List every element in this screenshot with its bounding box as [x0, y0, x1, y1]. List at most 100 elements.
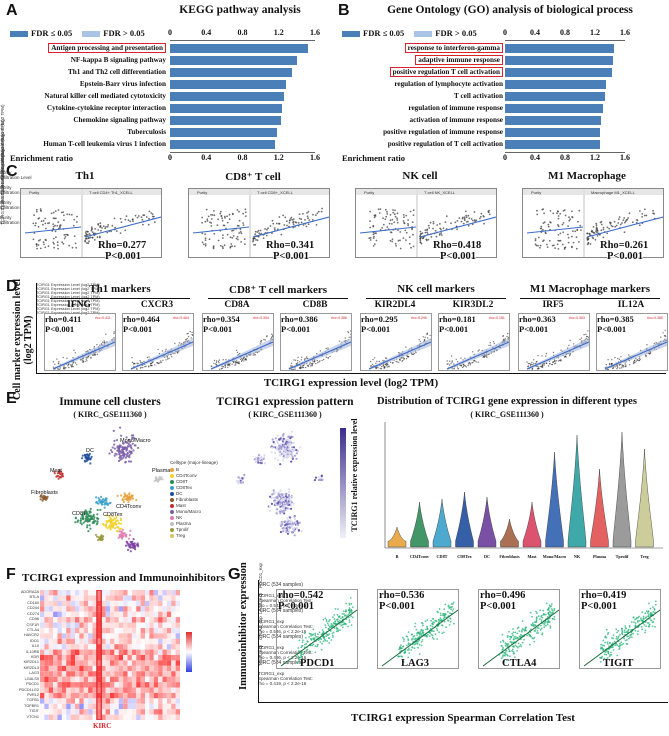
data-point [400, 644, 402, 646]
heatmap-cell [44, 671, 49, 677]
data-point [201, 221, 203, 224]
umap-cell [110, 449, 113, 452]
heatmap-cell [145, 627, 150, 634]
data-point [616, 654, 619, 657]
heatmap-cell [158, 687, 163, 693]
umap-cell [121, 498, 124, 501]
violin-shape [612, 431, 632, 548]
data-point [310, 634, 312, 637]
heatmap-cell [153, 627, 159, 634]
data-point [303, 646, 306, 648]
data-point [421, 622, 424, 625]
data-point [309, 362, 311, 364]
data-point [499, 641, 502, 643]
heatmap-cell [175, 649, 180, 655]
data-point [327, 620, 330, 623]
violin-shape [432, 498, 452, 548]
bar-label: Antigen processing and presentation [48, 42, 166, 54]
umap-cell [153, 479, 156, 483]
celltype-legend: Celltype (major-lineage) B CD4Tconv CD8T CD8… [170, 460, 225, 539]
data-point [201, 232, 204, 235]
heatmap-cell [53, 633, 58, 639]
kegg-xlabel: Enrichment ratio [10, 153, 74, 163]
d-pvalue: P<0.001 [439, 324, 469, 334]
umap-cell [124, 498, 127, 501]
data-point [648, 624, 651, 626]
data-point [386, 226, 389, 228]
tick-label: 0.8 [237, 28, 248, 37]
data-point [100, 343, 103, 345]
heatmap-cell [70, 698, 76, 704]
expr-cell [280, 520, 283, 523]
heatmap-cell [123, 660, 128, 666]
heatmap-cell [40, 627, 45, 634]
expr-cell [297, 523, 300, 526]
heatmap-cell [145, 622, 150, 628]
heatmap-cell [44, 600, 49, 607]
data-point [306, 357, 308, 359]
data-point [426, 231, 429, 234]
data-point [237, 361, 239, 363]
heatmap-cell [123, 655, 128, 661]
heatmap-cell [66, 638, 71, 645]
expr-cell [289, 516, 292, 519]
data-point [350, 624, 353, 626]
umap-cell [113, 454, 116, 457]
data-point [474, 220, 476, 223]
g-xaxis: TCIRG1_exp [258, 671, 285, 676]
data-point [328, 619, 331, 621]
d-pvalue: P<0.001 [361, 324, 391, 334]
data-point [418, 632, 421, 634]
data-point [567, 225, 569, 227]
umap-cell [56, 472, 59, 475]
heatmap-cell [92, 655, 97, 661]
expr-cell [278, 491, 281, 494]
expr-cell [293, 515, 296, 518]
data-point [44, 217, 46, 220]
colorbar-rect [186, 632, 192, 672]
data-point [50, 212, 53, 215]
expr-cell [290, 531, 293, 534]
regression-line [130, 341, 193, 370]
heatmap-cell [88, 714, 93, 720]
data-point [91, 236, 94, 239]
data-point [390, 361, 392, 364]
data-point [407, 631, 410, 633]
data-point [240, 360, 243, 363]
data-point [238, 352, 241, 355]
data-point [314, 632, 317, 635]
data-point [506, 659, 508, 662]
data-point [634, 618, 636, 621]
heatmap-cell [57, 660, 62, 666]
heatmap-cell [79, 606, 84, 612]
data-point [419, 239, 422, 242]
bar [170, 116, 281, 125]
umap-cell [82, 521, 85, 524]
umap-cell [124, 493, 127, 496]
data-point [238, 225, 240, 227]
data-point [44, 222, 47, 225]
umap-cell [99, 508, 102, 511]
umap-cell [102, 535, 105, 538]
data-point [298, 639, 301, 642]
kirc-highlight-box [96, 590, 102, 720]
data-point [530, 628, 532, 631]
expr-cell [295, 457, 298, 460]
d-sub-xlabel: TCIRG1 Expression Level (log2 TPM) [36, 303, 100, 307]
heatmap-cell [83, 687, 89, 693]
expr-cell [243, 473, 246, 476]
data-point [438, 234, 441, 236]
data-point [305, 643, 308, 645]
expr-cell [286, 507, 289, 510]
data-point [638, 359, 641, 362]
data-point [635, 358, 637, 360]
heatmap-cell [123, 590, 128, 596]
expr-cell [289, 443, 293, 446]
violin-category-label: Treg [640, 554, 649, 559]
data-point [549, 605, 552, 608]
data-point [611, 359, 613, 361]
expr-cell [282, 509, 285, 512]
regression-line [84, 216, 161, 238]
data-point [557, 248, 560, 250]
heatmap-cell [96, 665, 102, 672]
